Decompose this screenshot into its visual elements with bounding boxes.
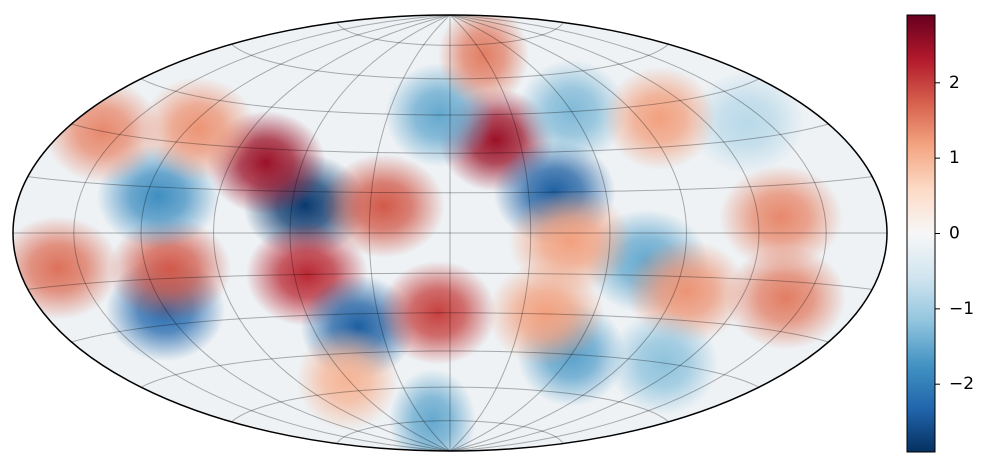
colorbar: −2 −1 0 1 2: [906, 14, 974, 453]
meridian: [449, 15, 611, 451]
parallel: [140, 350, 760, 388]
meridian: [449, 15, 760, 451]
colorbar-tick-label: 2: [949, 73, 960, 93]
meridian: [449, 15, 827, 451]
colorbar-tick-label: −1: [949, 299, 974, 319]
field: [13, 15, 847, 451]
parallel: [27, 272, 873, 290]
field-spot: [487, 261, 605, 366]
field-spot: [516, 59, 627, 164]
parallel: [336, 22, 564, 46]
field-spot: [296, 326, 399, 431]
colorbar-tick-label: 1: [949, 148, 960, 168]
meridian: [368, 15, 451, 451]
field-spot: [388, 368, 477, 451]
field-spot: [719, 165, 843, 270]
meridian: [449, 15, 532, 451]
parallel: [71, 312, 829, 343]
meridian: [449, 15, 688, 451]
parallel: [231, 386, 669, 423]
meridian: [212, 15, 451, 451]
parallel: [71, 123, 829, 154]
colorbar-tick-label: 0: [949, 224, 960, 244]
meridian: [73, 15, 451, 451]
parallel: [140, 78, 760, 116]
meridian: [140, 15, 451, 451]
map-outline: [12, 14, 888, 452]
parallel: [27, 176, 873, 194]
colorbar-tick-label: −2: [949, 374, 974, 394]
parallel: [336, 420, 564, 444]
field-spot: [725, 245, 847, 350]
field-spot: [140, 76, 256, 181]
field-spot: [603, 66, 717, 171]
colorbar-fill: [906, 14, 936, 453]
graticule: [13, 15, 887, 451]
field-spot: [608, 311, 719, 416]
field-spot: [437, 15, 530, 108]
field-spot: [379, 260, 497, 365]
meridian: [289, 15, 451, 451]
parallel: [231, 43, 669, 80]
field-spot: [321, 153, 446, 258]
field-spot: [689, 70, 805, 175]
